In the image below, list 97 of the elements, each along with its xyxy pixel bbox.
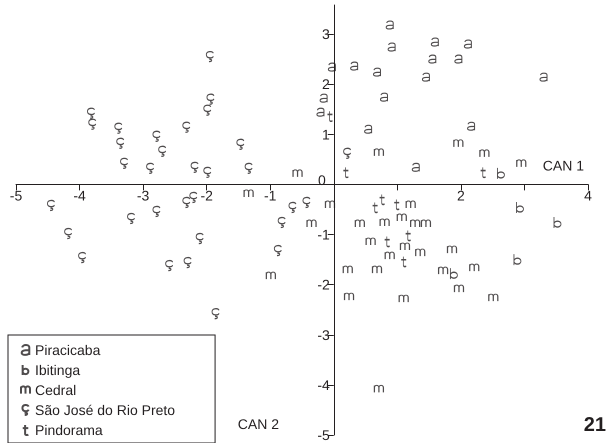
point — [513, 254, 522, 266]
x-tick-label: 4 — [584, 187, 592, 204]
point — [114, 122, 122, 134]
point — [88, 118, 96, 130]
legend-label: Piracicaba — [35, 342, 101, 358]
point — [212, 308, 220, 320]
point — [350, 62, 358, 71]
point — [236, 138, 244, 150]
point — [454, 54, 462, 64]
point — [165, 260, 174, 272]
point — [306, 219, 317, 228]
point — [274, 245, 282, 256]
point — [467, 122, 476, 131]
point — [464, 40, 472, 49]
point — [120, 158, 128, 169]
point — [292, 169, 303, 178]
point — [46, 200, 56, 212]
point — [364, 124, 372, 134]
point — [384, 252, 395, 260]
point — [126, 212, 136, 224]
point — [430, 38, 439, 47]
legend-label: São José do Rio Preto — [35, 402, 176, 418]
point — [182, 196, 190, 208]
point — [366, 238, 376, 246]
point — [190, 162, 199, 173]
point — [453, 139, 464, 148]
point — [182, 122, 190, 133]
point — [354, 219, 365, 228]
point — [406, 200, 416, 209]
legend-label: Ibitinga — [35, 362, 80, 378]
point — [380, 92, 388, 102]
y-tick-label: 2 — [322, 76, 330, 92]
point — [344, 292, 354, 301]
x-tick-label: -3 — [136, 187, 150, 204]
y-tick-label: -5 — [317, 427, 330, 443]
x-tick-label: 2 — [456, 187, 465, 204]
point — [422, 72, 430, 82]
y-tick-label: -2 — [317, 276, 330, 293]
legend-label: Cedral — [35, 382, 76, 398]
point — [386, 20, 394, 30]
point — [116, 138, 124, 149]
point — [324, 200, 336, 209]
point — [320, 94, 328, 103]
x-tick-label: -1 — [264, 187, 277, 204]
point — [388, 42, 396, 52]
point — [415, 248, 426, 257]
point — [380, 218, 390, 227]
point — [146, 162, 154, 174]
point — [152, 206, 161, 218]
x-axis-title: CAN 1 — [542, 157, 584, 174]
point — [400, 242, 410, 251]
x-tick-label: -4 — [73, 187, 86, 204]
point — [203, 166, 212, 178]
point — [196, 233, 204, 244]
y-tick-label: -4 — [317, 376, 330, 393]
y-tick-label: -3 — [317, 326, 330, 343]
point — [343, 148, 352, 159]
point — [428, 54, 436, 64]
x-tick-label: -2 — [200, 187, 214, 204]
point — [206, 51, 214, 62]
point — [374, 384, 384, 393]
point — [488, 294, 498, 302]
point — [372, 68, 382, 77]
point — [454, 284, 464, 293]
point — [86, 108, 96, 119]
point — [398, 294, 409, 303]
point — [266, 272, 276, 280]
point — [152, 130, 161, 142]
point — [396, 213, 407, 222]
point — [302, 196, 310, 208]
point — [412, 162, 420, 172]
point — [184, 257, 192, 268]
x-tick-label: -5 — [10, 187, 22, 204]
y-tick-label: -1 — [317, 226, 330, 243]
point — [342, 266, 353, 274]
point — [539, 72, 548, 82]
point — [479, 149, 490, 158]
point — [288, 202, 297, 214]
y-axis-title: CAN 2 — [238, 416, 280, 432]
point — [328, 62, 336, 72]
legend-label: Pindorama — [35, 422, 103, 438]
point — [516, 159, 526, 168]
annotation: 21 — [584, 414, 606, 436]
point — [244, 162, 253, 174]
point — [64, 228, 72, 240]
point — [78, 252, 86, 264]
point — [158, 146, 166, 157]
point — [278, 216, 286, 228]
point — [469, 264, 480, 272]
point — [446, 246, 458, 254]
point — [372, 266, 382, 274]
y-tick-label: 3 — [322, 26, 330, 42]
point — [244, 189, 254, 198]
y-tick-label: 1 — [322, 126, 330, 142]
point — [374, 148, 384, 156]
point — [189, 192, 198, 203]
point — [316, 108, 324, 117]
